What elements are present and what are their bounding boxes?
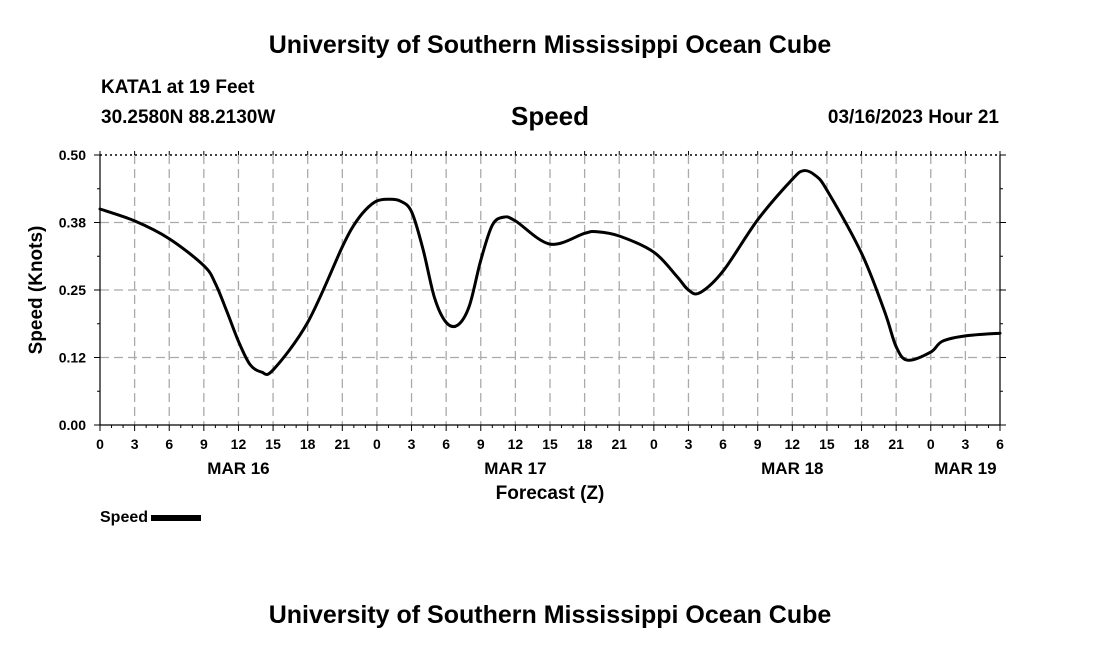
chart-title-bottom: University of Southern Mississippi Ocean… (268, 601, 832, 629)
legend-line-swatch (151, 515, 202, 521)
x-tick-label: 21 (888, 436, 904, 452)
x-tick-label: 18 (300, 436, 316, 452)
station-label: KATA1 at 19 Feet (101, 77, 255, 98)
y-tick-label: 0.00 (59, 417, 86, 433)
date-label: MAR 19 (934, 459, 996, 478)
x-tick-label: 18 (577, 436, 593, 452)
x-tick-label: 21 (335, 436, 351, 452)
x-tick-label: 6 (442, 436, 450, 452)
x-tick-label: 0 (927, 436, 935, 452)
date-label: MAR 16 (207, 459, 269, 478)
x-tick-label: 9 (477, 436, 485, 452)
x-tick-label: 15 (542, 436, 558, 452)
x-tick-label: 9 (754, 436, 762, 452)
x-tick-label: 0 (650, 436, 658, 452)
x-tick-label: 6 (165, 436, 173, 452)
y-tick-label: 0.12 (59, 350, 86, 366)
x-tick-label: 3 (685, 436, 693, 452)
x-tick-label: 12 (508, 436, 524, 452)
x-tick-label: 3 (408, 436, 416, 452)
x-tick-label: 12 (231, 436, 247, 452)
date-label: MAR 18 (761, 459, 823, 478)
chart-title-top: University of Southern Mississippi Ocean… (268, 31, 832, 59)
x-tick-label: 0 (96, 436, 104, 452)
datetime-label: 03/16/2023 Hour 21 (827, 107, 999, 128)
y-tick-label: 0.50 (59, 147, 86, 163)
x-tick-label: 18 (854, 436, 870, 452)
x-tick-label: 6 (719, 436, 727, 452)
x-axis-label: Forecast (Z) (495, 483, 605, 504)
x-tick-label: 9 (200, 436, 208, 452)
x-tick-label: 3 (131, 436, 139, 452)
legend: Speed (100, 509, 202, 527)
x-tick-label: 3 (961, 436, 969, 452)
x-tick-label: 6 (996, 436, 1004, 452)
x-tick-label: 12 (785, 436, 801, 452)
y-tick-label: 0.25 (59, 282, 86, 298)
y-tick-label: 0.38 (59, 215, 86, 231)
x-tick-label: 15 (819, 436, 835, 452)
x-tick-label: 15 (265, 436, 281, 452)
x-tick-label: 0 (373, 436, 381, 452)
chart-title: Speed (510, 101, 590, 131)
date-label: MAR 17 (484, 459, 546, 478)
series-line-speed (98, 169, 1002, 376)
x-tick-label: 21 (611, 436, 627, 452)
legend-series-label: Speed (100, 509, 149, 526)
location-label: 30.2580N 88.2130W (101, 107, 276, 128)
